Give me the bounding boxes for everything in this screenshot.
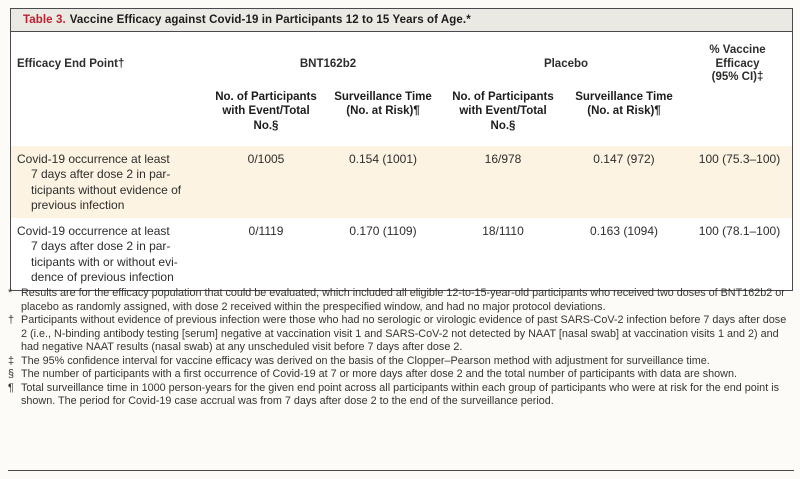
footnote-text: Participants without evidence of previou… <box>21 314 787 353</box>
efficacy-column-header: % Vaccine Efficacy (95% CI)‡ <box>709 44 766 83</box>
endpoint-column-header: Efficacy End Point† <box>17 58 125 71</box>
bnt-events-cell: 0/1005 <box>247 152 285 166</box>
bnt-surveillance-header: Surveillance Time (No. at Risk)¶ <box>334 90 432 118</box>
footnote-text: Total surveillance time in 1000 person-y… <box>21 381 779 408</box>
bottom-rule <box>8 470 794 471</box>
footnote-symbol: * <box>8 287 13 299</box>
endpoint-cell: Covid-19 occurrence at least 7 days afte… <box>17 223 178 285</box>
footnote: § The number of participants with a first… <box>8 368 795 382</box>
placebo-participants-header: No. of Participants with Event/Total No.… <box>452 90 554 132</box>
group-header-placebo: Placebo <box>543 58 589 71</box>
footnote-symbol: ¶ <box>8 381 14 394</box>
footnote: † Participants without evidence of previo… <box>8 314 795 355</box>
footnote: ¶ Total surveillance time in 1000 person-… <box>8 382 795 409</box>
placebo-surveillance-cell: 0.163 (1094) <box>589 224 659 238</box>
sub-header-spacer <box>11 90 211 138</box>
footnote-symbol: † <box>8 314 15 326</box>
bnt-events-cell: 0/1119 <box>248 224 284 238</box>
group-header-bnt162b2: BNT162b2 <box>299 58 357 71</box>
placebo-events-cell: 16/978 <box>484 152 522 166</box>
table-title-bar: Table 3. Vaccine Efficacy against Covid-1… <box>11 9 792 32</box>
table-header: Efficacy End Point† BNT162b2 Placebo % V… <box>11 32 792 146</box>
bnt-surveillance-cell: 0.170 (1109) <box>349 224 417 238</box>
footnote-text: The 95% confidence interval for vaccine … <box>21 354 710 367</box>
efficacy-cell: 100 (75.3–100) <box>698 152 781 166</box>
sub-header-spacer <box>687 90 792 138</box>
table-title-text: Vaccine Efficacy against Covid-19 in Par… <box>69 14 471 26</box>
bnt-surveillance-cell: 0.154 (1001) <box>348 152 418 166</box>
footnote: ‡ The 95% confidence interval for vaccine… <box>8 355 795 369</box>
table-number: Table 3. <box>23 14 66 26</box>
footnote-symbol: § <box>8 368 15 380</box>
placebo-surveillance-header: Surveillance Time (No. at Risk)¶ <box>575 90 673 118</box>
footnote-text: Results are for the efficacy population … <box>21 287 785 313</box>
table-row: Covid-19 occurrence at least 7 days afte… <box>11 217 792 290</box>
footnote-text: The number of participants with a first … <box>21 368 737 380</box>
placebo-surveillance-cell: 0.147 (972) <box>593 152 655 166</box>
group-header-row: Efficacy End Point† BNT162b2 Placebo % V… <box>11 44 792 85</box>
table-row: Covid-19 occurrence at least 7 days afte… <box>11 145 792 218</box>
placebo-events-cell: 18/1110 <box>482 224 524 238</box>
endpoint-cell: Covid-19 occurrence at least 7 days afte… <box>17 151 182 213</box>
footnote-symbol: ‡ <box>8 354 15 367</box>
table3-box: Table 3. Vaccine Efficacy against Covid-1… <box>10 8 793 291</box>
sub-header-row: No. of Participants with Event/Total No.… <box>11 90 792 138</box>
footnote: * Results are for the efficacy population… <box>8 287 795 314</box>
efficacy-cell: 100 (78.1–100) <box>698 224 781 238</box>
footnotes: * Results are for the efficacy population… <box>8 287 795 409</box>
bnt-participants-header: No. of Participants with Event/Total No.… <box>215 90 317 132</box>
